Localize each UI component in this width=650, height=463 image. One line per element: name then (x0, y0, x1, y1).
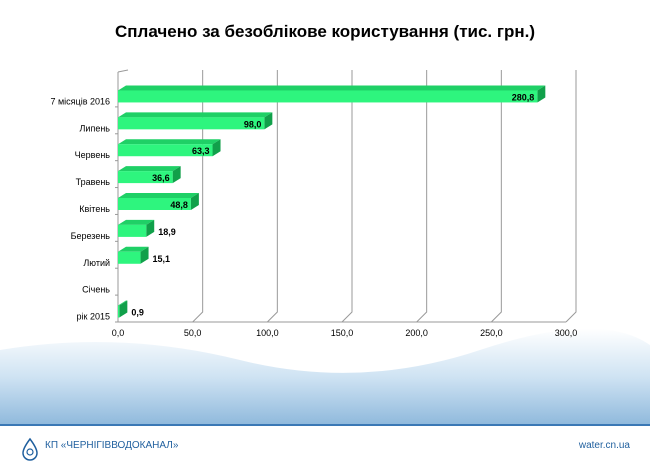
chart-title: Сплачено за безоблікове користування (ти… (115, 22, 535, 41)
gridline (117, 69, 129, 73)
y-tick-label: Січень (82, 285, 110, 295)
bar (118, 90, 538, 103)
x-tick-label: 0,0 (112, 328, 125, 338)
x-tick-label: 250,0 (480, 328, 503, 338)
gridline (416, 70, 428, 323)
bar (118, 144, 213, 157)
x-tick-label: 50,0 (184, 328, 202, 338)
y-tick-label: Червень (75, 150, 111, 160)
bar-top (118, 193, 199, 198)
bar-top (118, 85, 546, 91)
gridline (266, 70, 278, 323)
bar (118, 305, 120, 318)
data-label: 18,9 (158, 227, 176, 237)
bar-side (264, 112, 273, 130)
gridline (490, 70, 502, 323)
bar-top (118, 219, 155, 225)
y-tick-label: 7 місяців 2016 (50, 96, 110, 106)
y-tick-label: Березень (71, 231, 111, 241)
bar (118, 251, 141, 264)
data-label: 98,0 (244, 119, 262, 129)
bar-side (140, 246, 149, 264)
bar (118, 198, 191, 210)
bar-side (537, 85, 546, 103)
data-label: 0,9 (131, 308, 144, 318)
bar-top (118, 246, 149, 252)
y-tick-label: Липень (80, 123, 111, 133)
data-label: 63,3 (192, 146, 210, 156)
bar-side (172, 166, 181, 184)
logo-icon (22, 437, 38, 461)
bar-top (118, 166, 181, 172)
x-tick-label: 300,0 (555, 328, 578, 338)
bar (118, 224, 147, 237)
x-tick-label: 150,0 (331, 328, 354, 338)
y-tick-label: Травень (76, 177, 111, 187)
bar-top (118, 112, 273, 118)
data-label: 280,8 (512, 92, 535, 102)
bar-side (146, 219, 155, 237)
bar-side (190, 193, 199, 210)
y-tick-label: Квітень (79, 204, 110, 214)
bar-side (119, 300, 128, 318)
x-tick-label: 200,0 (405, 328, 428, 338)
data-label: 48,8 (170, 200, 188, 210)
bar (118, 171, 173, 184)
y-tick-label: рік 2015 (77, 312, 110, 322)
bar-side (212, 139, 221, 157)
gridline (565, 70, 577, 323)
data-label: 36,6 (152, 173, 170, 183)
bar (118, 117, 265, 130)
bar-top (118, 139, 221, 145)
website-link[interactable]: water.cn.ua (578, 440, 630, 451)
organization-name: КП «ЧЕРНІГІВВОДОКАНАЛ» (45, 440, 179, 451)
bar-top (118, 300, 128, 306)
data-label: 15,1 (153, 254, 171, 264)
x-tick-label: 100,0 (256, 328, 279, 338)
y-tick-label: Лютий (83, 258, 110, 268)
gridline (341, 70, 353, 323)
water-wave-decoration (0, 328, 650, 425)
